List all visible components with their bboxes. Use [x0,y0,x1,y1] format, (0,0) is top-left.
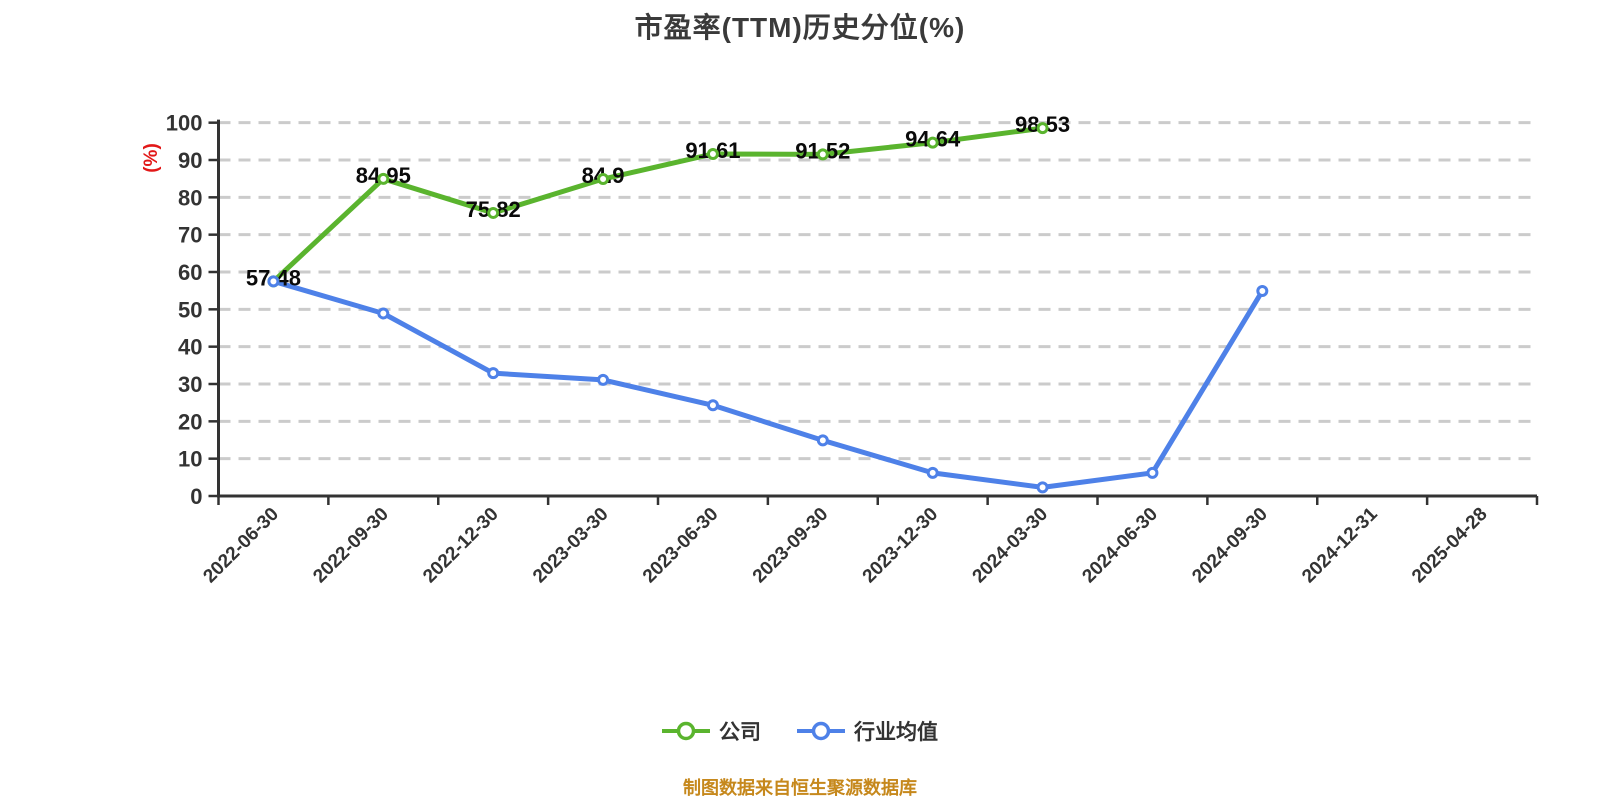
x-axis-label: 2023-12-30 [859,504,943,588]
x-axis-label: 2022-06-30 [199,504,283,588]
x-axis-label: 2024-03-30 [969,504,1053,588]
data-point-行业均值 [1256,285,1269,298]
data-point-公司 [706,147,719,160]
legend-marker-icon [797,721,845,741]
y-axis-label: 50 [178,297,202,322]
x-axis-label: 2022-09-30 [309,504,393,588]
chart-title: 市盈率(TTM)历史分位(%) [634,12,966,43]
y-axis-label: 90 [178,148,202,173]
legend-item-行业均值[interactable]: 行业均值 [797,716,938,746]
y-axis-label: 10 [178,447,202,472]
x-axis-label: 2024-12-31 [1298,503,1382,587]
data-point-公司 [926,136,939,149]
y-axis-label: 80 [178,185,202,210]
legend-item-公司[interactable]: 公司 [662,716,761,746]
data-point-行业均值 [926,466,939,479]
data-point-行业均值 [487,367,500,380]
data-point-行业均值 [816,434,829,447]
legend: 公司 行业均值 [0,716,1600,746]
data-point-公司 [597,173,610,186]
x-axis-label: 2023-03-30 [529,504,613,588]
data-point-公司 [1036,122,1049,135]
data-point-公司 [487,206,500,219]
legend-label: 行业均值 [854,721,938,744]
x-axis-label: 2024-06-30 [1078,504,1162,588]
legend-label: 公司 [719,721,761,744]
data-point-行业均值 [1036,481,1049,494]
data-point-行业均值 [377,307,390,320]
x-axis-label: 2024-09-30 [1188,504,1272,588]
y-axis-label: 0 [190,484,202,509]
y-axis-label: 30 [178,372,202,397]
series-line-公司 [270,125,1046,284]
plot-area: 0 10 20 30 40 50 60 70 80 90 100 2022-06-30 2022-09-… [141,111,1539,588]
y-axis-unit-label: (%) [141,143,162,173]
x-axis-label: 2022-12-30 [419,504,503,588]
data-point-行业均值 [706,399,719,412]
y-axis-label: 20 [178,409,202,434]
x-axis-label: 2023-09-30 [749,504,833,588]
y-axis-label: 60 [178,260,202,285]
x-axis-label: 2025-04-28 [1408,504,1492,588]
source-note: 制图数据来自恒生聚源数据库 [683,778,917,798]
x-axis-label: 2023-06-30 [639,504,723,588]
series-line-行业均值 [270,278,1265,490]
data-point-公司 [377,172,390,185]
y-axis-label: 70 [178,223,202,248]
legend-marker-icon [662,721,710,741]
y-axis-label: 100 [166,111,203,136]
data-point-行业均值 [267,275,280,288]
data-point-行业均值 [1146,466,1159,479]
data-point-行业均值 [597,373,610,386]
data-point-公司 [816,148,829,161]
y-axis-label: 40 [178,335,202,360]
